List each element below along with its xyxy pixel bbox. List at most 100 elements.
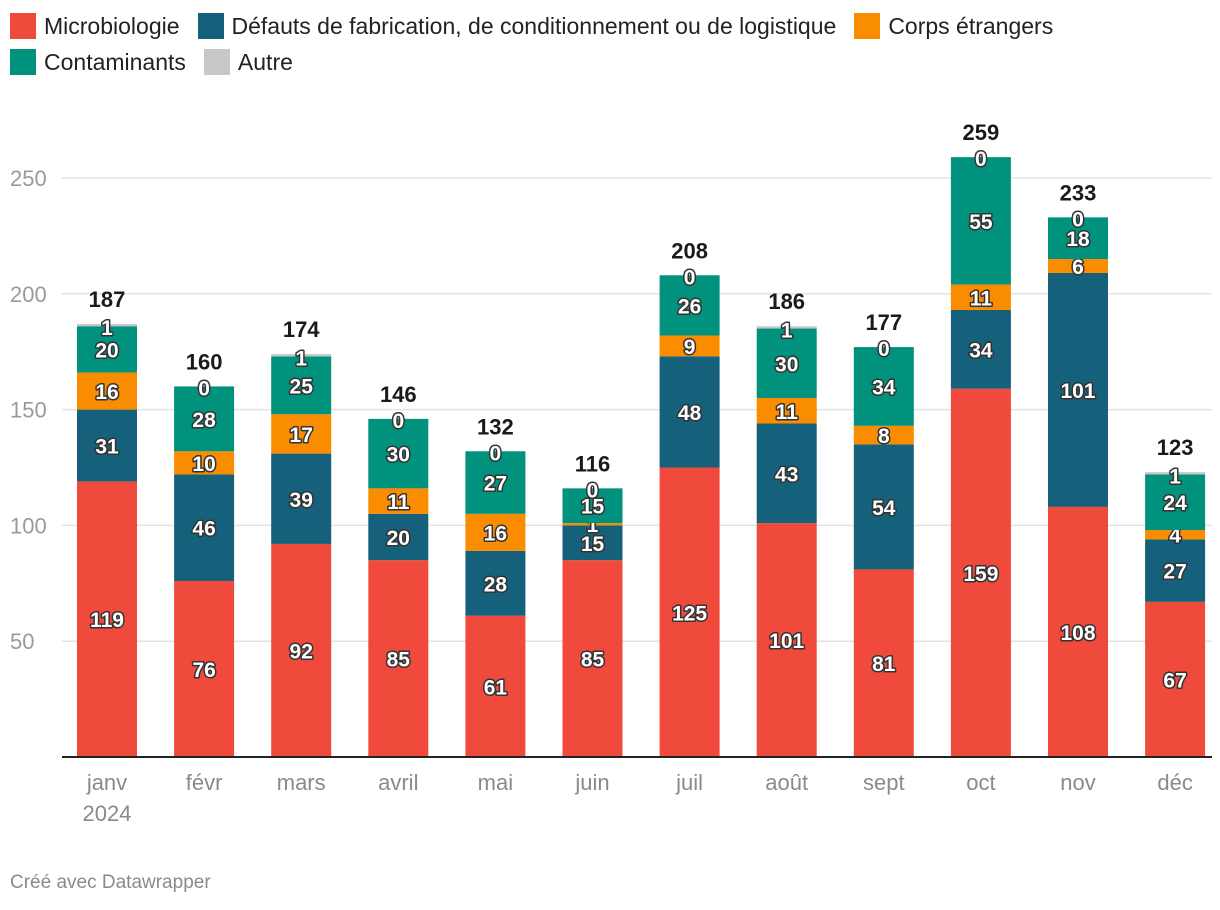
- bar-contaminants-11: [1145, 474, 1206, 531]
- x-tick-label-9: oct: [966, 770, 995, 795]
- value-label-contaminants-8: 34: [872, 376, 896, 399]
- value-label-microbiologie-9: 159: [963, 563, 998, 586]
- value-label-defauts-10: 101: [1060, 380, 1095, 403]
- value-label-defauts-7: 43: [775, 463, 798, 486]
- value-label-autre-3: 0: [392, 410, 404, 433]
- legend-label-defauts: Défauts de fabrication, de conditionneme…: [231, 12, 837, 39]
- legend-item-corps-etrangers: Corps étrangers: [854, 13, 1053, 40]
- bar-microbiologie-6: [659, 467, 720, 757]
- bar-contaminants-7: [756, 328, 817, 399]
- value-label-microbiologie-6: 125: [672, 602, 707, 625]
- total-label-3: 146: [380, 382, 417, 407]
- value-label-autre-9: 0: [975, 148, 987, 171]
- value-label-contaminants-3: 30: [387, 444, 410, 467]
- bar-contaminants-8: [853, 347, 914, 426]
- bar-defauts-0: [77, 409, 137, 482]
- bar-autre-11: [1145, 472, 1206, 475]
- bar-autre-7: [756, 326, 817, 329]
- bar-corps-etrangers-7: [756, 398, 817, 424]
- bar-defauts-11: [1145, 539, 1206, 602]
- bar-microbiologie-9: [950, 388, 1011, 757]
- value-label-contaminants-1: 28: [192, 409, 216, 432]
- value-label-contaminants-9: 55: [969, 211, 993, 234]
- y-tick-label-100: 100: [10, 513, 47, 538]
- value-label-defauts-5: 15: [581, 533, 605, 556]
- legend-swatch-corps-etrangers: [854, 13, 881, 39]
- value-label-corps-etrangers-10: 6: [1072, 256, 1084, 279]
- value-label-corps-etrangers-0: 16: [95, 381, 118, 404]
- value-label-autre-10: 0: [1072, 208, 1084, 231]
- footer-credit: Créé avec Datawrapper: [10, 872, 211, 893]
- bar-microbiologie-10: [1048, 506, 1108, 757]
- bar-corps-etrangers-4: [465, 513, 526, 551]
- bar-corps-etrangers-0: [77, 372, 137, 410]
- bar-microbiologie-1: [174, 580, 235, 757]
- value-label-microbiologie-11: 67: [1163, 669, 1186, 692]
- bar-contaminants-4: [465, 451, 526, 514]
- total-label-6: 208: [671, 238, 708, 263]
- value-label-defauts-3: 20: [387, 527, 410, 550]
- bar-corps-etrangers-5: [562, 523, 623, 526]
- bar-corps-etrangers-10: [1048, 259, 1108, 273]
- value-label-contaminants-5: 15: [581, 496, 605, 519]
- bar-microbiologie-8: [853, 569, 914, 757]
- value-label-corps-etrangers-4: 16: [484, 522, 507, 545]
- legend-item-microbiologie: Microbiologie: [10, 13, 180, 40]
- value-label-defauts-8: 54: [872, 497, 896, 520]
- legend-item-defauts: Défauts de fabrication, de conditionneme…: [197, 12, 837, 40]
- legend-swatch-defauts: [197, 13, 224, 39]
- bar-corps-etrangers-6: [659, 335, 720, 357]
- y-tick-label-150: 150: [10, 398, 47, 423]
- bar-contaminants-0: [77, 326, 137, 373]
- value-label-autre-5: 0: [587, 479, 599, 502]
- total-label-0: 187: [89, 287, 126, 312]
- bar-microbiologie-3: [368, 560, 429, 757]
- bar-contaminants-5: [562, 488, 623, 524]
- bar-microbiologie-2: [271, 543, 332, 757]
- legend: Microbiologie Défauts de fabrication, de…: [10, 8, 1210, 80]
- legend-swatch-microbiologie: [10, 13, 36, 39]
- value-label-contaminants-7: 30: [775, 353, 798, 376]
- value-label-microbiologie-4: 61: [484, 676, 508, 699]
- total-label-11: 123: [1157, 435, 1194, 460]
- legend-label-contaminants: Contaminants: [44, 48, 186, 75]
- x-tick-label-7: août: [765, 770, 808, 795]
- value-label-autre-6: 0: [684, 266, 696, 289]
- x-tick-label-6: juil: [675, 770, 703, 795]
- value-label-contaminants-2: 25: [290, 375, 314, 398]
- value-label-defauts-4: 28: [484, 573, 508, 596]
- bar-contaminants-10: [1048, 217, 1108, 260]
- value-label-defauts-11: 27: [1163, 561, 1186, 584]
- x-tick-label-3: avril: [378, 770, 418, 795]
- value-label-microbiologie-3: 85: [387, 649, 411, 672]
- value-label-microbiologie-2: 92: [290, 640, 313, 663]
- bar-microbiologie-4: [465, 615, 526, 757]
- legend-row-2: Contaminants Autre: [10, 44, 1210, 80]
- value-label-autre-4: 0: [490, 442, 502, 465]
- legend-swatch-contaminants: [10, 49, 36, 75]
- total-label-9: 259: [963, 120, 1000, 145]
- value-label-corps-etrangers-6: 9: [684, 336, 696, 359]
- value-label-contaminants-4: 27: [484, 473, 507, 496]
- value-label-microbiologie-5: 85: [581, 649, 605, 672]
- bar-contaminants-2: [271, 356, 332, 415]
- value-label-autre-1: 0: [198, 377, 210, 400]
- legend-row-1: Microbiologie Défauts de fabrication, de…: [10, 8, 1210, 44]
- value-label-corps-etrangers-8: 8: [878, 425, 890, 448]
- value-label-defauts-2: 39: [290, 489, 313, 512]
- x-tick-label-1: févr: [186, 770, 223, 795]
- bar-defauts-1: [174, 474, 235, 581]
- value-label-microbiologie-7: 101: [769, 630, 804, 653]
- value-label-autre-8: 0: [878, 338, 890, 361]
- legend-item-contaminants: Contaminants: [10, 49, 186, 76]
- value-label-contaminants-10: 18: [1066, 228, 1090, 251]
- total-label-4: 132: [477, 414, 514, 439]
- value-label-defauts-6: 48: [678, 402, 702, 425]
- bar-contaminants-1: [174, 386, 235, 452]
- value-label-contaminants-11: 24: [1163, 492, 1187, 515]
- value-label-autre-7: 1: [781, 320, 793, 343]
- bar-autre-2: [271, 354, 332, 357]
- value-label-contaminants-6: 26: [678, 295, 701, 318]
- total-label-1: 160: [186, 349, 223, 374]
